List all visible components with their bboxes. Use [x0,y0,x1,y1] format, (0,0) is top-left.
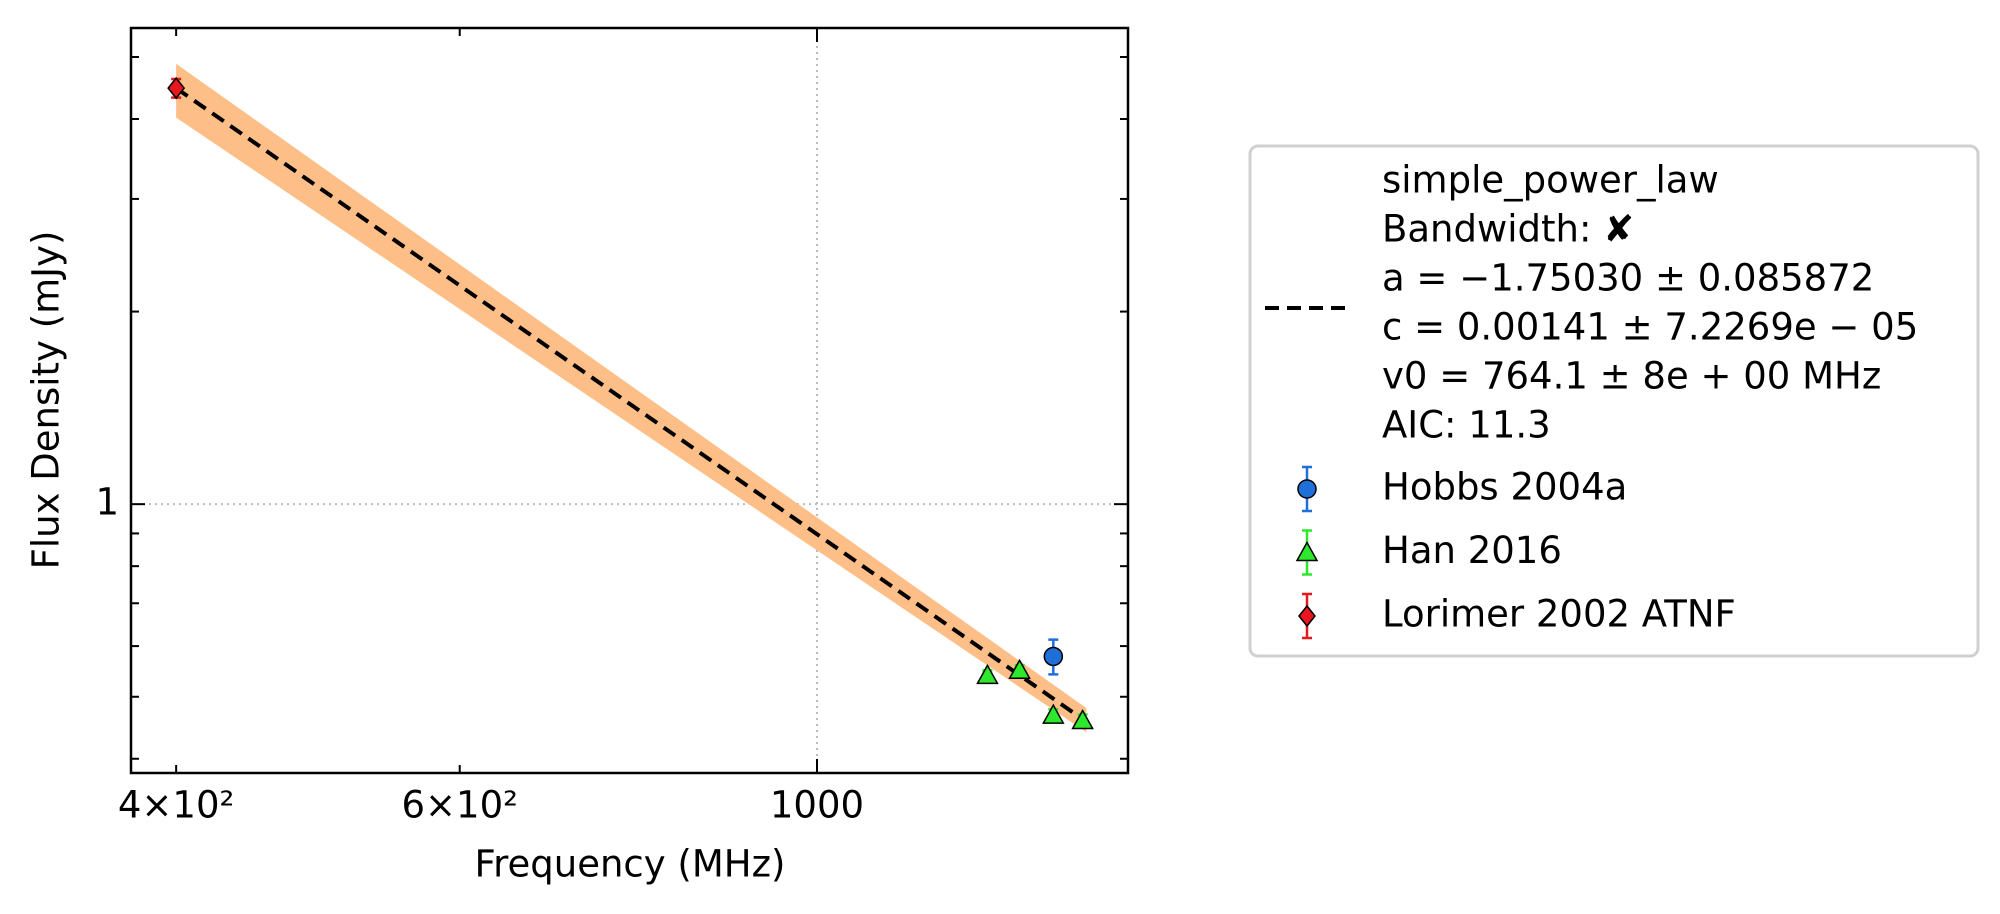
marker [167,76,186,100]
legend-box [1248,144,1980,658]
legend-label: AIC: 11.3 [1382,404,1551,447]
marker [1298,604,1316,628]
legend-label: Bandwidth: ✘ [1382,208,1634,251]
confidence-band [176,63,1087,733]
legend-label: Lorimer 2002 ATNF [1382,593,1736,636]
marker [1008,658,1031,680]
legend-label: simple_power_law [1382,159,1719,202]
fit-line [174,86,1088,724]
marker [1042,703,1065,724]
legend-label: a = −1.75030 ± 0.085872 [1382,257,1874,300]
plot-frame [129,26,1130,775]
marker [976,663,999,685]
marker [1071,708,1094,730]
x-axis-label: Frequency (MHz) [475,843,786,886]
marker [1043,646,1064,667]
marker [1297,479,1317,499]
y-axis-label: Flux Density (mJy) [25,231,68,570]
x-tick-label: 4×10² [118,784,234,827]
y-tick-label: 1 [95,481,119,524]
legend-label: Hobbs 2004a [1382,466,1627,509]
legend-label: Han 2016 [1382,529,1562,572]
legend-label: v0 = 764.1 ± 8e + 00 MHz [1382,355,1881,398]
legend-label: c = 0.00141 ± 7.2269e − 05 [1382,306,1918,349]
marker [1295,540,1319,562]
x-tick-label: 1000 [770,784,864,827]
x-tick-label: 6×10² [401,784,517,827]
